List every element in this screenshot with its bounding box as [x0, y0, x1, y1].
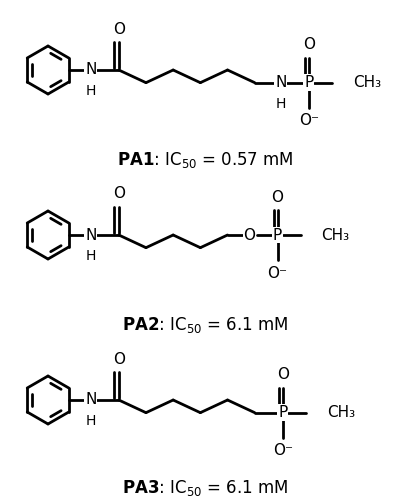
Text: O: O	[113, 22, 125, 36]
Text: O⁻: O⁻	[268, 266, 288, 280]
Text: P: P	[278, 405, 287, 420]
Text: N: N	[85, 228, 97, 242]
Text: CH₃: CH₃	[327, 405, 355, 420]
Text: N: N	[275, 75, 286, 90]
Text: H: H	[85, 84, 96, 98]
Text: H: H	[85, 249, 96, 263]
Text: CH₃: CH₃	[321, 228, 350, 242]
Text: $\mathbf{PA2}$: IC$_{50}$ = 6.1 mM: $\mathbf{PA2}$: IC$_{50}$ = 6.1 mM	[122, 315, 288, 335]
Text: $\mathbf{PA3}$: IC$_{50}$ = 6.1 mM: $\mathbf{PA3}$: IC$_{50}$ = 6.1 mM	[122, 478, 288, 498]
Text: O: O	[244, 228, 256, 242]
Text: O: O	[113, 352, 125, 366]
Text: O: O	[303, 37, 315, 52]
Text: N: N	[85, 62, 97, 78]
Text: O: O	[113, 186, 125, 202]
Text: H: H	[275, 96, 286, 110]
Text: O⁻: O⁻	[273, 443, 293, 458]
Text: O: O	[272, 190, 284, 204]
Text: CH₃: CH₃	[353, 75, 381, 90]
Text: $\mathbf{PA1}$: IC$_{50}$ = 0.57 mM: $\mathbf{PA1}$: IC$_{50}$ = 0.57 mM	[117, 150, 293, 170]
Text: N: N	[85, 392, 97, 407]
Text: H: H	[85, 414, 96, 428]
Text: O: O	[277, 367, 289, 382]
Text: O⁻: O⁻	[299, 113, 319, 128]
Text: P: P	[304, 75, 313, 90]
Text: P: P	[273, 228, 282, 242]
